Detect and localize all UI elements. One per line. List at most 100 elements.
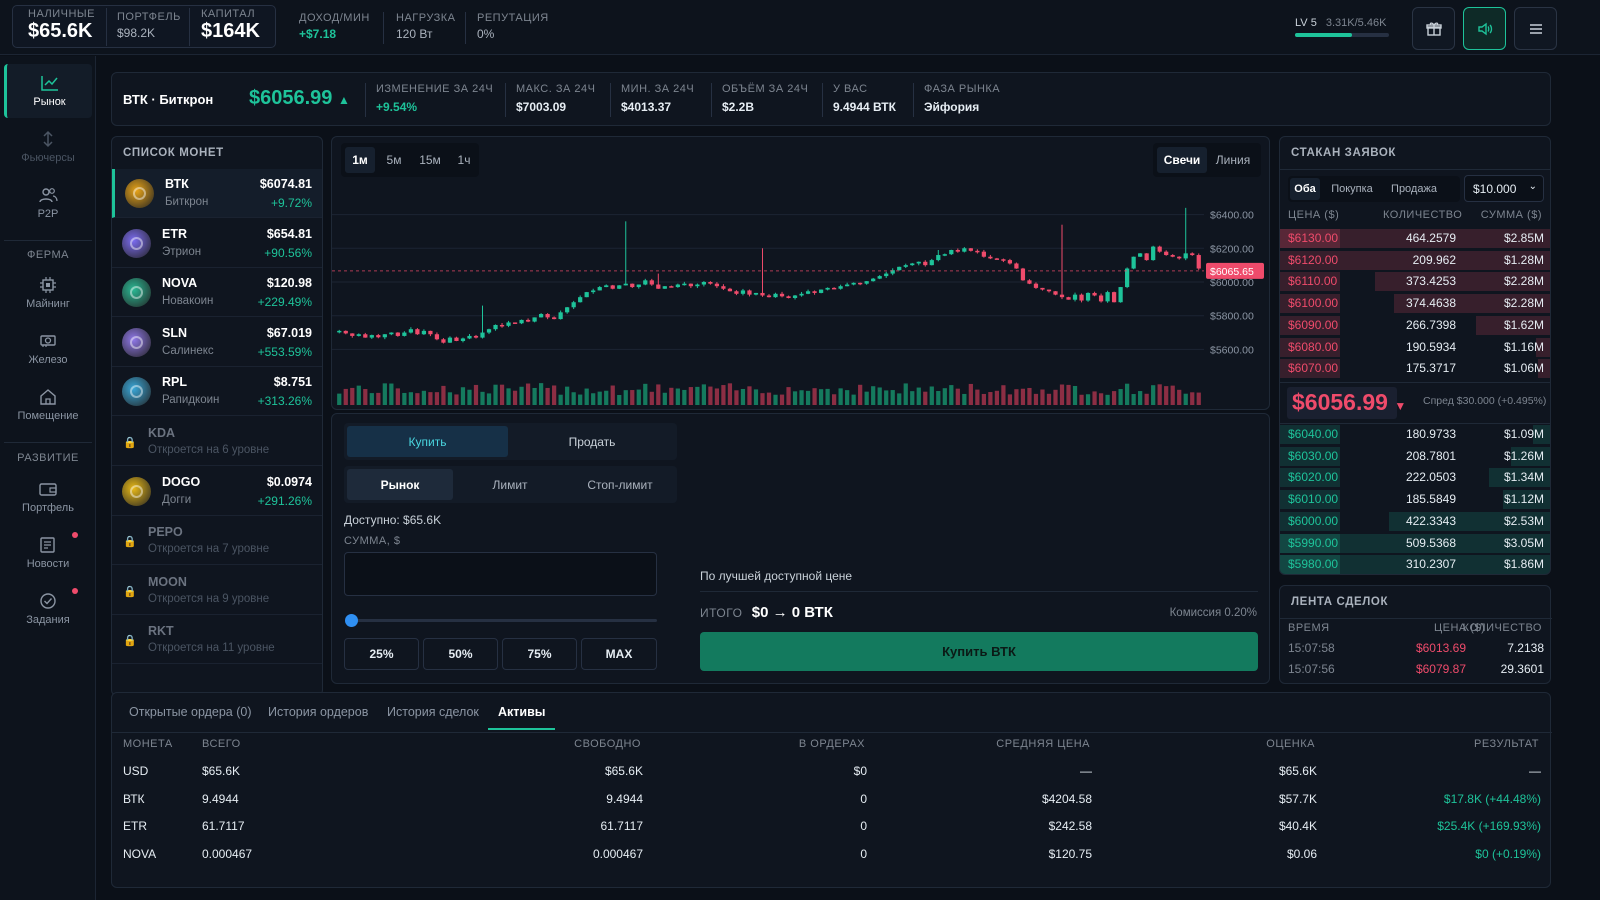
sidebar-item-news[interactable]: Новости xyxy=(4,526,92,580)
coin-row[interactable]: DOGO Догги $0.0974 +291.26% xyxy=(112,467,322,516)
book-qty: 208.7801 xyxy=(1405,448,1456,463)
sidebar-item-hardware[interactable]: Железо xyxy=(4,322,92,376)
gpu-icon xyxy=(40,335,56,347)
filter-both[interactable]: Оба xyxy=(1290,178,1320,200)
candle xyxy=(1144,253,1149,261)
bottom-tab[interactable]: Открытые ордера (0) xyxy=(129,705,252,719)
volume-bar xyxy=(792,391,798,405)
book-price: $6010.00 xyxy=(1288,492,1339,507)
volume-bar xyxy=(623,390,628,405)
volume-bar xyxy=(1177,389,1182,405)
sidebar-item-futures[interactable]: Фьючерсы xyxy=(4,120,92,174)
table-row[interactable]: USD $65.6K $65.6K $0 — $65.6K — xyxy=(112,764,1552,790)
ask-row[interactable]: $6090.00 266.7398 $1.62M xyxy=(1280,315,1550,336)
order-type-market[interactable]: Рынок xyxy=(347,469,453,500)
mode-candles[interactable]: Свечи xyxy=(1157,147,1207,173)
amount-input[interactable] xyxy=(344,552,657,596)
timeframe-1m[interactable]: 1м xyxy=(345,147,375,173)
bid-row[interactable]: $5990.00 509.5368 $3.05M xyxy=(1280,533,1550,554)
bottom-tab[interactable]: История ордеров xyxy=(268,705,369,719)
sidebar-item-mining[interactable]: Майнинг xyxy=(4,266,92,320)
percent-75-button[interactable]: 75% xyxy=(502,638,577,670)
volume-bar xyxy=(669,387,674,405)
coin-row[interactable]: RPL Рапидкоин $8.751 +313.26% xyxy=(112,367,322,417)
sidebar-item-market[interactable]: Рынок xyxy=(4,64,92,118)
sidebar-item-p2p[interactable]: P2P xyxy=(4,176,92,230)
amount-slider-track[interactable] xyxy=(350,619,657,622)
gift-button[interactable] xyxy=(1412,7,1455,50)
cash-stat: НАЛИЧНЫЕ $65.6K xyxy=(28,8,95,42)
depth-bar xyxy=(1511,446,1550,466)
ask-row[interactable]: $6080.00 190.5934 $1.16M xyxy=(1280,337,1550,358)
bottom-tab[interactable]: История сделок xyxy=(387,705,479,719)
volume-bar xyxy=(864,391,869,405)
menu-button[interactable] xyxy=(1514,7,1557,50)
candle xyxy=(779,293,785,297)
bid-row[interactable]: $6040.00 180.9733 $1.09M xyxy=(1280,424,1550,445)
table-row[interactable]: ВТК 9.4944 9.4944 0 $4204.58 $57.7K $17.8K (+4… xyxy=(112,792,1552,818)
candle xyxy=(584,292,589,298)
price-step-select[interactable]: $10.000 ⌄ xyxy=(1464,175,1544,202)
bottom-tab[interactable]: Активы xyxy=(488,705,556,730)
candle xyxy=(929,260,934,266)
candle xyxy=(1027,280,1032,284)
volume-bar xyxy=(1066,384,1071,405)
buy-tab[interactable]: Купить xyxy=(347,426,508,457)
price-chart[interactable]: $6400.00 $6200.00 $6000.00 $5800.00 $5600.00… xyxy=(332,183,1269,409)
volume-bar xyxy=(1196,392,1201,405)
coin-row[interactable]: ETR Этрион $654.81 +90.56% xyxy=(112,219,322,268)
candle xyxy=(460,338,466,341)
sidebar-item-premises[interactable]: Помещение xyxy=(4,378,92,432)
filter-sell[interactable]: Продажа xyxy=(1391,183,1437,195)
sound-button[interactable] xyxy=(1463,7,1506,50)
coin-row[interactable]: ВТК Биткрон $6074.81 +9.72% xyxy=(112,169,322,218)
table-row[interactable]: ETR 61.7117 61.7117 0 $242.58 $40.4K $25.4K (+… xyxy=(112,819,1552,845)
candle xyxy=(721,286,726,289)
candle xyxy=(936,255,941,261)
candle xyxy=(591,290,596,293)
table-row[interactable]: NOVA 0.000467 0.000467 0 $120.75 $0.06 $0 (+0.… xyxy=(112,847,1552,873)
bid-row[interactable]: $6000.00 422.3343 $2.53M xyxy=(1280,511,1550,532)
order-type-stop-limit[interactable]: Стоп-лимит xyxy=(587,477,653,492)
bid-row[interactable]: $5980.00 310.2307 $1.86M xyxy=(1280,554,1550,574)
ask-row[interactable]: $6130.00 464.2579 $2.85M xyxy=(1280,228,1550,249)
bid-row[interactable]: $6020.00 222.0503 $1.34M xyxy=(1280,467,1550,488)
bid-row[interactable]: $6030.00 208.7801 $1.26M xyxy=(1280,446,1550,467)
volume-bar xyxy=(740,388,746,405)
coin-row[interactable]: SLN Салинекс $67.019 +553.59% xyxy=(112,318,322,367)
table-cell: 9.4944 xyxy=(202,791,239,806)
fee-note: Комиссия 0.20% xyxy=(1169,607,1257,619)
coin-row[interactable]: NOVA Новакоин $120.98 +229.49% xyxy=(112,268,322,318)
percent-max-button[interactable]: MAX xyxy=(581,638,657,670)
amount-slider-handle[interactable] xyxy=(345,614,358,627)
candle xyxy=(552,317,557,320)
candle xyxy=(662,286,667,289)
book-total: $2.85M xyxy=(1503,231,1544,245)
ask-row[interactable]: $6100.00 374.4638 $2.28M xyxy=(1280,293,1550,314)
candle xyxy=(851,282,856,285)
table-cell: 9.4944 xyxy=(606,791,643,806)
hamburger-icon xyxy=(1529,23,1542,34)
sidebar-item-tasks[interactable]: Задания xyxy=(4,582,92,636)
candle xyxy=(1164,251,1169,256)
timeframe-1h[interactable]: 1ч xyxy=(457,153,471,167)
timeframe-5m[interactable]: 5м xyxy=(386,153,402,167)
lock-icon: 🔒 xyxy=(123,437,137,449)
candle xyxy=(942,254,947,256)
bid-row[interactable]: $6010.00 185.5849 $1.12M xyxy=(1280,489,1550,510)
candle xyxy=(1007,260,1013,264)
sidebar-item-portfolio[interactable]: Портфель xyxy=(4,470,92,524)
lock-icon: 🔒 xyxy=(123,536,137,549)
sell-tab[interactable]: Продать xyxy=(568,434,616,449)
submit-buy-button[interactable]: Купить ВТК xyxy=(700,632,1258,671)
order-type-limit[interactable]: Лимит xyxy=(492,477,528,492)
ask-row[interactable]: $6070.00 175.3717 $1.06M xyxy=(1280,358,1550,379)
ask-row[interactable]: $6110.00 373.4253 $2.28M xyxy=(1280,271,1550,292)
table-cell: $120.75 xyxy=(1048,846,1092,861)
ask-row[interactable]: $6120.00 209.962 $1.28M xyxy=(1280,250,1550,271)
percent-25-button[interactable]: 25% xyxy=(344,638,419,670)
timeframe-15m[interactable]: 15м xyxy=(419,153,441,167)
percent-50-button[interactable]: 50% xyxy=(423,638,498,670)
mode-line[interactable]: Линия xyxy=(1215,153,1251,167)
filter-buy[interactable]: Покупка xyxy=(1331,183,1373,195)
